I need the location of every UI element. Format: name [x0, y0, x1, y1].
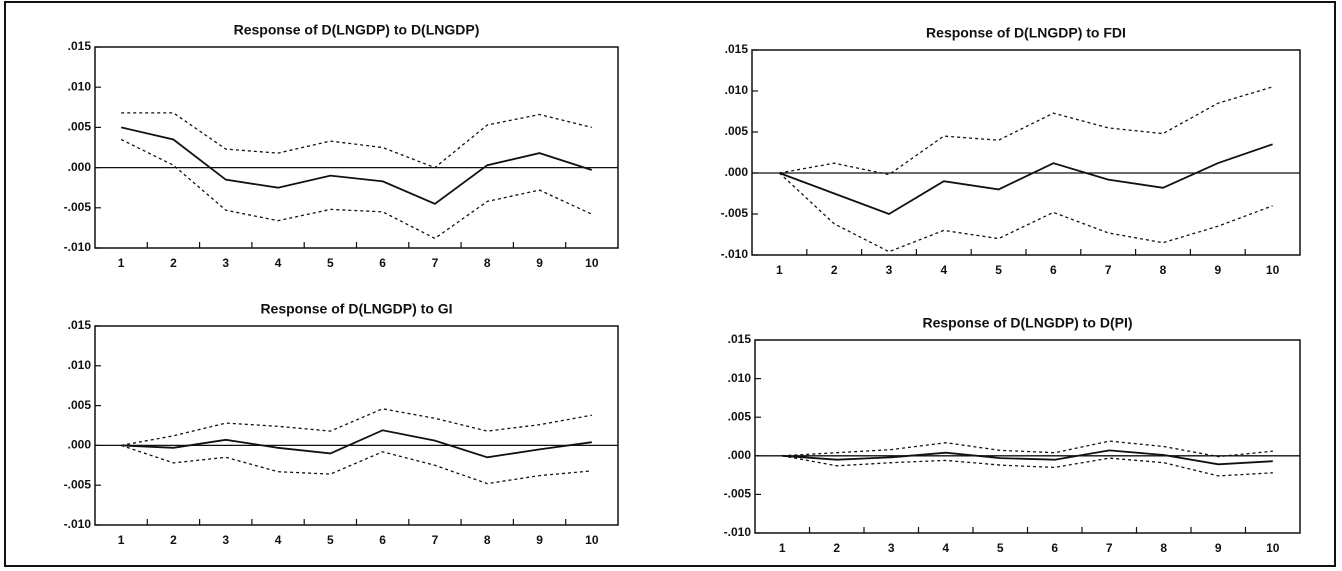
x-tick-label: 8: [484, 256, 491, 270]
x-tick-label: 8: [484, 533, 491, 547]
plot-frame: [754, 339, 1301, 534]
x-tick-label: 4: [942, 541, 949, 555]
x-tick-label: 10: [1266, 541, 1280, 555]
panel: Response of D(LNGDP) to D(PI) .015 .010 .00…: [724, 315, 1301, 555]
x-tick-label: 10: [1266, 263, 1280, 277]
x-tick-label: 2: [170, 533, 177, 547]
confidence-band-line: [782, 440, 1273, 458]
y-tick-label: .010: [725, 83, 749, 97]
y-tick-label: .000: [68, 438, 92, 452]
x-tick-label: 10: [585, 256, 599, 270]
x-tick-label: 7: [1105, 263, 1112, 277]
x-tick-label: 1: [776, 263, 783, 277]
confidence-band-line: [779, 86, 1273, 176]
x-tick-label: 6: [379, 256, 386, 270]
y-tick-label: -.005: [64, 477, 92, 491]
y-tick-label: .015: [725, 42, 749, 56]
x-tick-label: 7: [432, 533, 439, 547]
y-tick-label: -.005: [721, 206, 749, 220]
x-tick-label: 3: [222, 533, 229, 547]
x-tick-label: 7: [432, 256, 439, 270]
panel-title: Response of D(LNGDP) to FDI: [926, 25, 1126, 41]
y-tick-label: .005: [728, 409, 752, 423]
x-tick-label: 1: [118, 533, 125, 547]
panel-title: Response of D(LNGDP) to D(LNGDP): [234, 22, 480, 38]
y-tick-label: .015: [728, 332, 752, 346]
y-tick-label: .000: [68, 160, 92, 174]
x-tick-label: 5: [327, 533, 334, 547]
y-tick-label: -.005: [64, 200, 92, 214]
x-tick-label: 2: [170, 256, 177, 270]
x-tick-label: 1: [779, 541, 786, 555]
y-tick-label: .000: [728, 448, 752, 462]
panel: Response of D(LNGDP) to GI .015 .010 .005 .0…: [64, 301, 619, 547]
confidence-band-line: [121, 408, 592, 447]
response-line: [782, 449, 1273, 466]
panel-title: Response of D(LNGDP) to D(PI): [923, 315, 1133, 331]
y-tick-label: -.010: [64, 240, 92, 254]
x-tick-label: 4: [275, 256, 282, 270]
y-tick-label: -.010: [721, 247, 749, 261]
x-tick-label: 6: [1051, 541, 1058, 555]
x-tick-label: 6: [379, 533, 386, 547]
panel: Response of D(LNGDP) to FDI .015 .010 .005.…: [721, 25, 1301, 277]
x-tick-label: 1: [118, 256, 125, 270]
x-tick-label: 3: [888, 541, 895, 555]
y-tick-label: .015: [68, 39, 92, 53]
response-line: [120, 126, 593, 205]
y-tick-label: -.010: [64, 517, 92, 531]
confidence-band-line: [120, 138, 593, 240]
confidence-band-line: [120, 444, 592, 485]
x-tick-label: 8: [1160, 263, 1167, 277]
x-tick-label: 5: [327, 256, 334, 270]
x-tick-label: 3: [222, 256, 229, 270]
y-tick-label: .005: [725, 124, 749, 138]
x-tick-label: 7: [1106, 541, 1113, 555]
x-tick-label: 10: [585, 533, 599, 547]
y-tick-label: .015: [68, 318, 92, 332]
x-tick-label: 9: [536, 256, 543, 270]
plot-frame: [94, 325, 619, 526]
x-tick-label: 9: [1215, 541, 1222, 555]
confidence-band-line: [782, 455, 1273, 477]
response-line: [121, 429, 592, 459]
y-tick-label: -.010: [724, 525, 752, 539]
x-tick-label: 2: [831, 263, 838, 277]
panel: Response of D(LNGDP) to D(LNGDP) .015 .010…: [64, 22, 619, 270]
x-tick-label: 8: [1160, 541, 1167, 555]
confidence-band-line: [778, 172, 1273, 253]
x-tick-label: 5: [997, 541, 1004, 555]
confidence-band-line: [121, 112, 592, 169]
y-tick-label: .010: [728, 371, 752, 385]
y-tick-label: .000: [725, 165, 749, 179]
x-tick-label: 2: [833, 541, 840, 555]
y-tick-label: .010: [68, 79, 92, 93]
x-tick-label: 4: [940, 263, 947, 277]
y-tick-label: .005: [68, 398, 92, 412]
x-tick-label: 4: [275, 533, 282, 547]
plot-frame: [94, 46, 619, 249]
y-tick-label: -.005: [724, 487, 752, 501]
x-tick-label: 9: [536, 533, 543, 547]
panel-title: Response of D(LNGDP) to GI: [260, 301, 452, 317]
x-tick-label: 3: [886, 263, 893, 277]
response-line: [779, 143, 1273, 215]
x-tick-label: 5: [995, 263, 1002, 277]
x-tick-label: 6: [1050, 263, 1057, 277]
y-tick-label: .010: [68, 358, 92, 372]
y-tick-label: .005: [68, 120, 92, 134]
x-tick-label: 9: [1214, 263, 1221, 277]
outer-frame: [4, 1, 1336, 567]
